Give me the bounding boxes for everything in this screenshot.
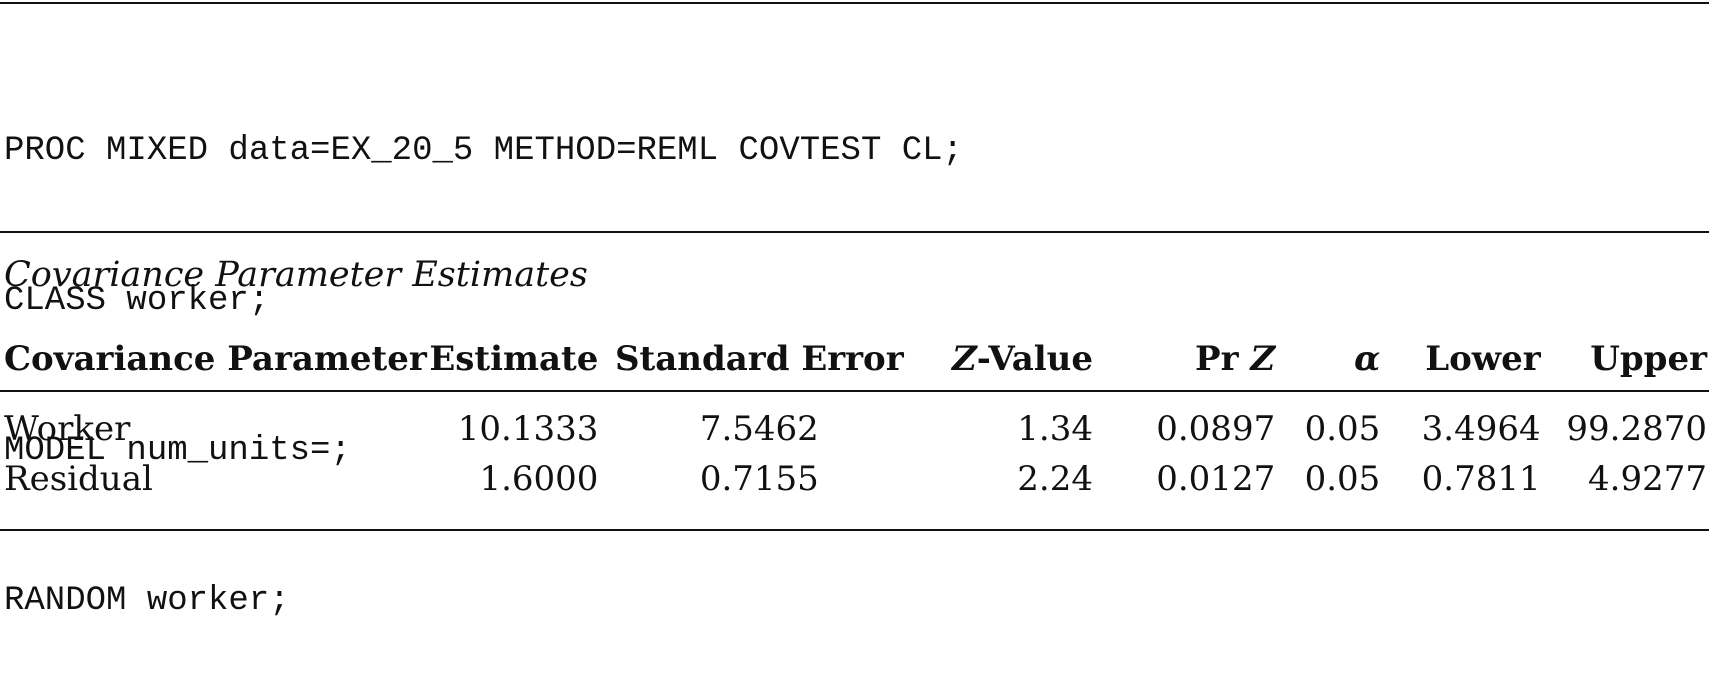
header-estimate: Estimate <box>429 339 599 379</box>
header-lower: Lower <box>1425 339 1541 379</box>
covariance-table: Covariance Parameter Estimate Standard E… <box>0 330 1709 504</box>
middle-rule <box>0 231 1709 233</box>
header-rule <box>0 390 1709 392</box>
cell-upper: 99.2870 <box>1566 409 1707 449</box>
cell-lower: 0.7811 <box>1421 459 1541 499</box>
header-std-error: Standard Error <box>614 339 904 379</box>
code-line: RANDOM worker; <box>4 582 290 620</box>
cell-param: Worker <box>4 409 131 449</box>
cell-std-error: 7.5462 <box>699 409 819 449</box>
header-z-value: Z-Value <box>951 339 1093 379</box>
header-upper: Upper <box>1590 339 1707 379</box>
cell-z-value: 2.24 <box>1017 459 1093 499</box>
cell-estimate: 10.1333 <box>457 409 599 449</box>
code-line: MODEL num_units=; <box>4 432 351 470</box>
cell-z-value: 1.34 <box>1017 409 1093 449</box>
sas-code-block: PROC MIXED data=EX_20_5 METHOD=REML COVT… <box>4 26 963 676</box>
table-caption: Covariance Parameter Estimates <box>4 255 588 295</box>
cell-estimate: 1.6000 <box>479 459 599 499</box>
cell-param: Residual <box>4 459 153 499</box>
header-alpha: α <box>1354 339 1381 379</box>
cell-std-error: 0.7155 <box>699 459 819 499</box>
table-header-row: Covariance Parameter Estimate Standard E… <box>0 330 1709 388</box>
code-line: PROC MIXED data=EX_20_5 METHOD=REML COVT… <box>4 132 963 170</box>
top-rule <box>0 2 1709 4</box>
cell-alpha: 0.05 <box>1304 409 1381 449</box>
table-row: Worker 10.1333 7.5462 1.34 0.0897 0.05 3… <box>0 388 1709 454</box>
bottom-rule <box>0 529 1709 531</box>
header-prz: Pr Z <box>1195 339 1276 379</box>
cell-prz: 0.0897 <box>1156 409 1276 449</box>
code-line: CLASS worker; <box>4 282 270 320</box>
table-row: Residual 1.6000 0.7155 2.24 0.0127 0.05 … <box>0 454 1709 504</box>
cell-lower: 3.4964 <box>1421 409 1541 449</box>
cell-alpha: 0.05 <box>1304 459 1381 499</box>
cell-prz: 0.0127 <box>1156 459 1276 499</box>
cell-upper: 4.9277 <box>1588 459 1707 499</box>
header-param: Covariance Parameter <box>4 339 427 379</box>
